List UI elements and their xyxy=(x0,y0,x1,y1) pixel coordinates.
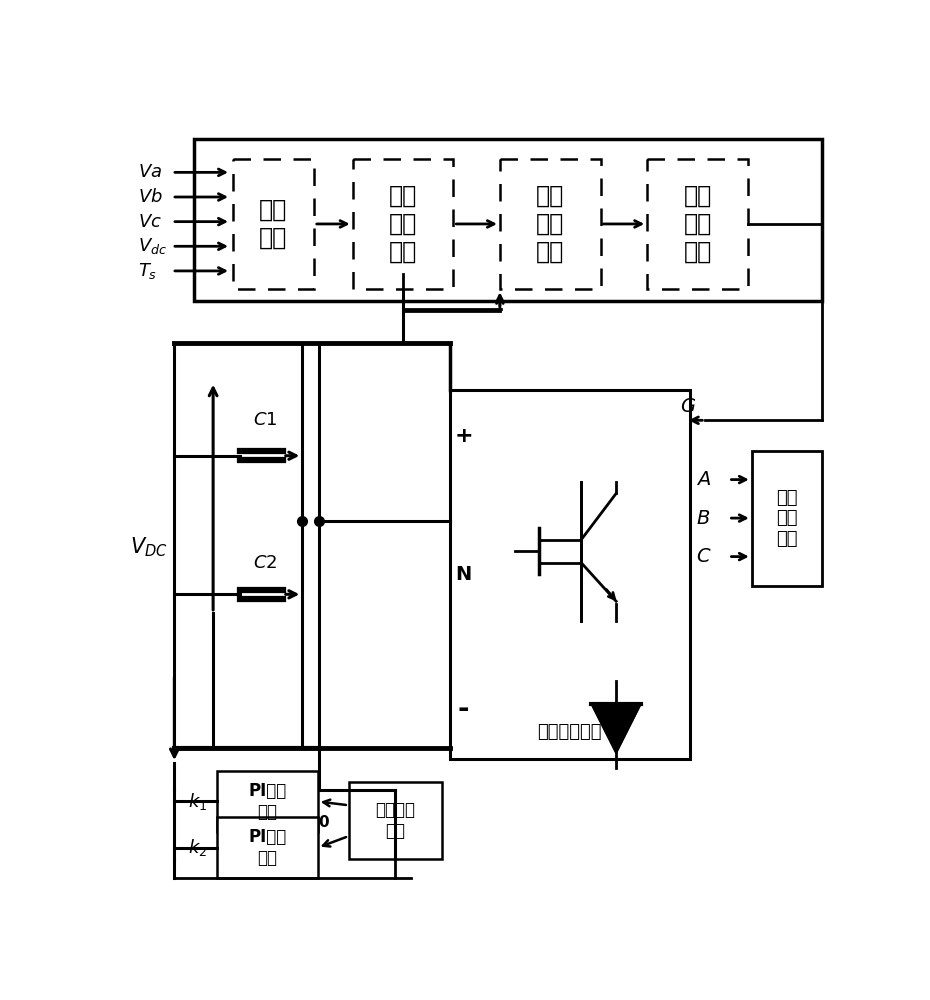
Bar xyxy=(352,158,454,289)
Text: 三电平逆变器: 三电平逆变器 xyxy=(538,723,602,741)
Text: N: N xyxy=(456,565,472,584)
Text: PI偏差
调节: PI偏差 调节 xyxy=(248,782,286,821)
Text: +: + xyxy=(454,426,472,446)
Text: $Vb$: $Vb$ xyxy=(138,188,163,206)
Text: $T_s$: $T_s$ xyxy=(138,261,157,281)
Text: PI偏差
调节: PI偏差 调节 xyxy=(248,828,286,867)
Text: 坐标
变换: 坐标 变换 xyxy=(259,198,287,250)
Bar xyxy=(193,139,821,301)
Bar xyxy=(217,817,318,878)
Text: $A$: $A$ xyxy=(696,470,711,489)
Bar xyxy=(500,158,601,289)
Text: $C1$: $C1$ xyxy=(253,411,277,429)
Bar xyxy=(449,389,690,759)
Text: $C2$: $C2$ xyxy=(253,554,277,572)
Text: $C$: $C$ xyxy=(696,547,711,566)
Bar xyxy=(349,782,442,859)
Polygon shape xyxy=(591,704,641,753)
Text: $V_{DC}$: $V_{DC}$ xyxy=(130,536,167,559)
Text: 开关
状态
解码: 开关 状态 解码 xyxy=(684,184,711,264)
Text: 三相
阻感
负载: 三相 阻感 负载 xyxy=(776,489,797,548)
Text: $Vc$: $Vc$ xyxy=(138,213,162,231)
Text: $B$: $B$ xyxy=(696,509,711,528)
Bar xyxy=(232,158,313,289)
Text: -: - xyxy=(458,695,470,723)
Text: 扇区
判别
置换: 扇区 判别 置换 xyxy=(389,184,418,264)
Text: $k_2$: $k_2$ xyxy=(188,837,207,858)
Text: 作用
时间
次序: 作用 时间 次序 xyxy=(536,184,565,264)
Bar xyxy=(751,451,821,586)
Bar xyxy=(647,158,748,289)
Text: $k_1$: $k_1$ xyxy=(188,791,207,812)
Text: 电压偏差
采集: 电压偏差 采集 xyxy=(375,801,416,840)
Bar xyxy=(217,771,318,832)
Text: $G$: $G$ xyxy=(680,397,696,416)
Text: 0: 0 xyxy=(319,815,329,830)
Text: $Va$: $Va$ xyxy=(138,163,162,181)
Text: $V_{dc}$: $V_{dc}$ xyxy=(138,236,167,256)
